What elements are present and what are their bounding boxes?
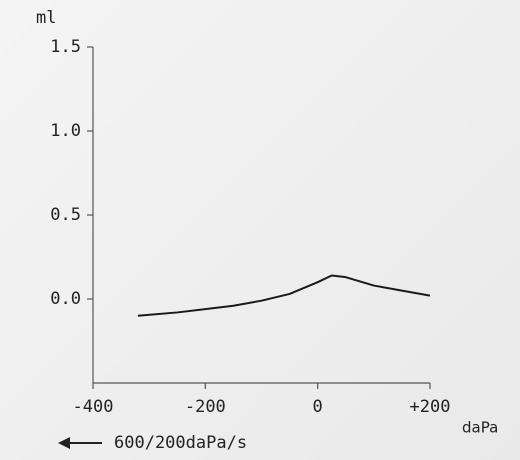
x-tick-label: 0: [313, 397, 323, 417]
y-axis-label: ml: [36, 8, 56, 28]
x-axis-label: daPa: [462, 419, 498, 437]
x-tick-label: -200: [185, 397, 226, 417]
y-tick-label: 0.5: [50, 205, 81, 225]
annotation: 600/200daPa/s: [114, 433, 247, 453]
annotation-arrow: [58, 437, 102, 449]
y-tick-label: 1.5: [50, 37, 81, 57]
x-tick-label: -400: [73, 397, 114, 417]
x-tick-label: +200: [410, 397, 451, 417]
y-tick-label: 1.0: [50, 121, 81, 141]
curve: [137, 274, 431, 317]
y-tick-label: 0.0: [50, 289, 81, 309]
